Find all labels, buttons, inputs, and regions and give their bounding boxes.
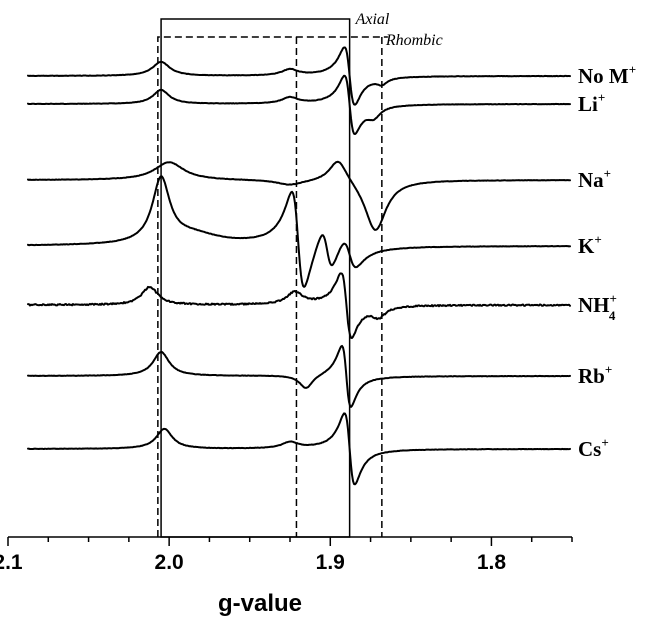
x-tick-label: 2.0 — [155, 551, 184, 574]
trace-rb — [27, 344, 571, 408]
series-label-cs: Cs+ — [578, 435, 609, 461]
x-tick-label: 1.8 — [477, 551, 507, 574]
trace-k — [27, 175, 571, 288]
series-label-li: Li+ — [578, 90, 605, 116]
trace-nh4 — [27, 272, 571, 340]
axial-label: Axial — [355, 11, 390, 28]
x-axis-title: g-value — [218, 590, 302, 617]
axial-box — [160, 18, 351, 538]
spectra-traces — [27, 46, 571, 486]
x-tick-label: 2.1 — [0, 551, 23, 574]
series-label-rb: Rb+ — [578, 362, 612, 388]
series-label-nh4: NH+ 4 — [578, 291, 617, 323]
x-axis: 2.1 2.0 1.9 1.8 — [0, 536, 573, 574]
series-label-na: Na+ — [578, 166, 611, 192]
trace-li — [27, 74, 571, 136]
series-label-no-m: No M+ — [578, 62, 636, 88]
trace-no-m — [27, 46, 571, 106]
trace-na — [27, 160, 571, 231]
x-tick-label: 1.9 — [316, 551, 345, 574]
rhombic-label: Rhombic — [385, 32, 443, 49]
series-label-k: K+ — [578, 232, 602, 258]
series-labels: No M+Li+ Na+ K+ NH+ 4 Rb+ Cs+ — [578, 62, 636, 461]
rhombic-box-outline — [157, 36, 388, 537]
trace-cs — [27, 412, 571, 486]
